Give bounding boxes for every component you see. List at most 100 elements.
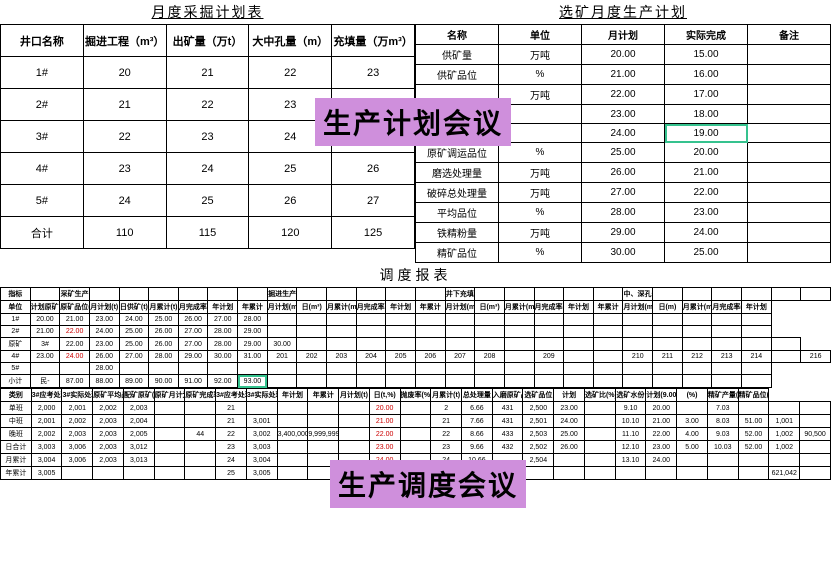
cell: [178, 363, 208, 375]
col-header: 选矿品位: [523, 389, 554, 402]
cell: [178, 288, 208, 301]
cell: 21.00: [646, 415, 677, 428]
cell: [564, 338, 594, 351]
cell: 25.00: [665, 243, 748, 263]
cell: [356, 326, 386, 338]
table-row: 2#21.0022.0024.0025.0026.0027.0028.0029.…: [1, 326, 831, 338]
cell: [534, 338, 564, 351]
col-header: 计划: [554, 389, 585, 402]
cell: 供矿量: [416, 45, 499, 65]
cell: 110: [83, 217, 166, 249]
cell: [277, 467, 308, 480]
cell: 21: [216, 415, 247, 428]
cell: [593, 351, 623, 363]
col-header: 计划(9.00): [646, 389, 677, 402]
cell: 6.66: [462, 402, 493, 415]
cell: [154, 467, 185, 480]
cell: 2,002: [62, 415, 93, 428]
cell: 210: [623, 351, 653, 363]
cell: [504, 338, 534, 351]
cell: [386, 363, 416, 375]
cell: 3,006: [62, 454, 93, 467]
cell: 2,005: [123, 428, 154, 441]
cell: 16.00: [665, 65, 748, 85]
cell: 2,501: [523, 415, 554, 428]
cell: [771, 288, 801, 301]
cell: 8.03: [707, 415, 738, 428]
col-header: 原矿完成率(%): [185, 389, 216, 402]
cell: %: [499, 243, 582, 263]
cell: 3,004: [31, 454, 62, 467]
cell: [677, 467, 708, 480]
cell: [185, 454, 216, 467]
cell: [149, 288, 179, 301]
cell: [564, 314, 594, 326]
cell: 30.00: [582, 243, 665, 263]
cell: 3,400,000: [277, 428, 308, 441]
cell: 2,000: [31, 402, 62, 415]
cell: 89.00: [119, 375, 149, 388]
cell: [593, 314, 623, 326]
cell: 年计划: [208, 301, 238, 314]
cell: 晚班: [1, 428, 32, 441]
cell: 26: [249, 185, 332, 217]
table-row: 原矿3#22.0023.0025.0026.0027.0028.0029.003…: [1, 338, 831, 351]
cell: 小计: [1, 375, 31, 388]
cell: [564, 351, 594, 363]
cell: 28.00: [208, 338, 238, 351]
col-header: 名称: [416, 25, 499, 45]
cell: 26.00: [89, 351, 119, 363]
cell: [504, 288, 534, 301]
cell: 磨选处理量: [416, 163, 499, 183]
cell: 208: [475, 351, 505, 363]
cell: [584, 454, 615, 467]
cell: 207: [445, 351, 475, 363]
cell: [356, 288, 386, 301]
table-row: 供矿品位%21.0016.00: [416, 65, 831, 85]
cell: [386, 338, 416, 351]
table-row: 1#20.0021.0023.0024.0025.0026.0027.0028.…: [1, 314, 831, 326]
cell: [415, 363, 445, 375]
cell: [738, 402, 769, 415]
cell: [504, 314, 534, 326]
cell: 万吨: [499, 163, 582, 183]
cell: 3,003: [31, 441, 62, 454]
cell: 原矿品位(%): [60, 301, 90, 314]
cell: [712, 363, 742, 375]
cell: [748, 223, 831, 243]
cell: [593, 363, 623, 375]
cell: [554, 467, 585, 480]
cell: [308, 415, 339, 428]
cell: 28.00: [208, 326, 238, 338]
left-title: 月度采掘计划表: [0, 0, 415, 24]
cell: 20.00: [582, 45, 665, 65]
cell: [415, 288, 445, 301]
cell: [738, 467, 769, 480]
col-header: 原矿月计划(t): [154, 389, 185, 402]
col-header: 精矿品位(%): [738, 389, 769, 402]
table-row: 5#24252627: [1, 185, 415, 217]
cell: 22: [431, 428, 462, 441]
col-header: 月计划(t): [339, 389, 370, 402]
cell: 26.00: [149, 326, 179, 338]
cell: 掘进生产: [267, 288, 297, 301]
cell: 24: [216, 454, 247, 467]
cell: 3,003: [246, 441, 277, 454]
col-header: 充填量（万m³）: [332, 25, 415, 57]
cell: 90,500: [800, 428, 831, 441]
col-header: 3#实际处理量(t): [246, 389, 277, 402]
cell: 9.10: [615, 402, 646, 415]
cell: 年累计: [593, 301, 623, 314]
col-header: 实际完成: [665, 25, 748, 45]
cell: 92.00: [208, 375, 238, 388]
cell: 29.00: [582, 223, 665, 243]
cell: [712, 338, 742, 351]
cell: [800, 441, 831, 454]
cell: 93.00: [238, 375, 268, 388]
cell: 21: [216, 402, 247, 415]
cell: [593, 338, 623, 351]
cell: 25: [216, 467, 247, 480]
cell: [504, 363, 534, 375]
cell: 17.00: [665, 85, 748, 105]
cell: 1#: [1, 57, 84, 89]
